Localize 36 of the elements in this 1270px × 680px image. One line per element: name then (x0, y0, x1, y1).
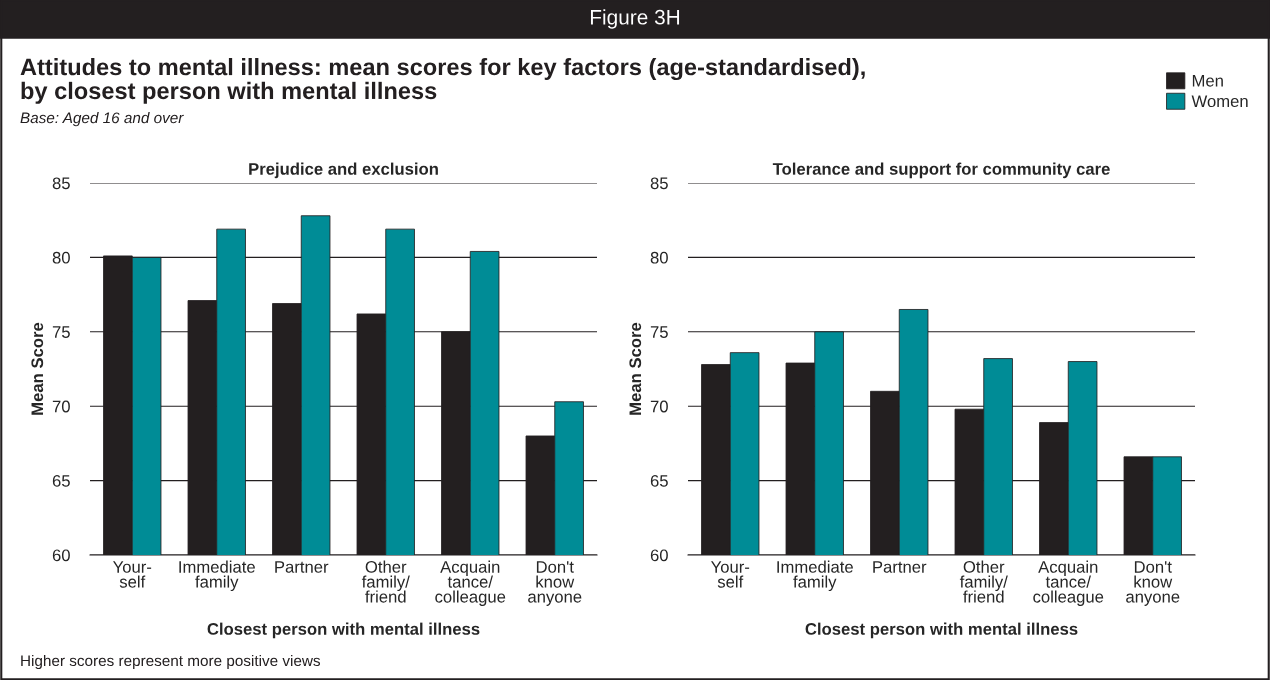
y-tick-label: 60 (52, 549, 70, 562)
x-tick-label: Don't know anyone (1126, 561, 1180, 606)
x-tick-label: Acquain tance/ colleague (435, 560, 506, 606)
y-tick-label: 75 (650, 326, 668, 338)
chart-title: Tolerance and support for community care (772, 162, 1110, 179)
y-tick-label: 65 (650, 475, 668, 487)
text: Base: Aged 16 and over (20, 112, 184, 127)
y-tick-label: 70 (650, 400, 668, 413)
x-axis-title: Closest person with mental illness (805, 622, 1078, 639)
x-tick-label: Partner (275, 561, 329, 573)
y-tick-label: 80 (650, 251, 668, 264)
x-tick-label: Immediate family (179, 560, 255, 592)
y-tick-label: 70 (52, 400, 70, 413)
y-tick-label: 85 (650, 177, 668, 190)
x-tick-label: Other family/ friend (361, 560, 410, 603)
x-tick-label: Immediate family (777, 560, 853, 592)
y-tick-label: 60 (650, 549, 668, 562)
x-tick-label: Don't know anyone (528, 561, 582, 606)
x-tick-label: Partner (873, 561, 927, 573)
y-tick-label: 85 (52, 177, 70, 190)
y-axis-title: Mean Score (629, 322, 642, 415)
chart-title: Prejudice and exclusion (249, 162, 438, 179)
caption: Figure 3H (590, 9, 680, 29)
text: Attitudes to mental illness: mean scores for key factors (age-standardised), by closest person with mental illness (20, 58, 865, 104)
y-axis-title: Mean Score (31, 322, 44, 415)
y-tick-label: 75 (52, 326, 70, 338)
y-tick-label: 65 (52, 475, 70, 487)
x-tick-label: Acquain tance/ colleague (1033, 560, 1104, 606)
x-tick-label: Other family/ friend (959, 560, 1008, 603)
legend-label: Women (1191, 95, 1248, 108)
text: Higher scores represent more positive views (21, 654, 321, 670)
x-tick-label: Your- self (113, 561, 152, 588)
x-axis-title: Closest person with mental illness (207, 622, 480, 639)
legend-label: Men (1192, 75, 1223, 87)
y-tick-label: 80 (52, 251, 70, 264)
x-tick-label: Your- self (711, 561, 750, 588)
